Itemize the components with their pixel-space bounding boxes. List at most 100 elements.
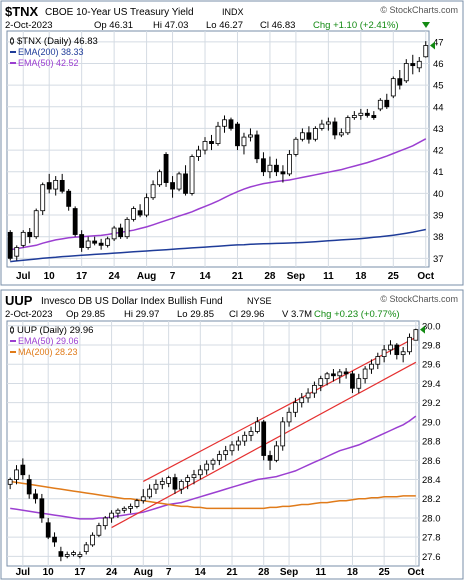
uup-candle bbox=[261, 419, 267, 461]
uup-candle-body bbox=[337, 371, 343, 377]
uup-y-tick-label: 30.0 bbox=[422, 321, 441, 332]
uup-y-tick-label: 28.0 bbox=[422, 513, 441, 524]
tnx-candle-body bbox=[144, 197, 149, 216]
tnx-y-tick-label: 41 bbox=[433, 167, 444, 178]
tnx-candle bbox=[390, 76, 396, 99]
tnx-candle-body bbox=[157, 171, 162, 186]
tnx-candle bbox=[202, 137, 208, 155]
tnx-ema200-line bbox=[10, 228, 426, 263]
tnx-up-arrow-icon bbox=[422, 22, 430, 28]
tnx-y-tick-label: 38 bbox=[433, 232, 444, 243]
uup-candle-body bbox=[45, 522, 51, 538]
uup-candle-body bbox=[267, 455, 273, 461]
uup-candle-body bbox=[172, 477, 178, 490]
uup-candle-body bbox=[381, 349, 387, 357]
uup-candle bbox=[185, 474, 191, 490]
tnx-x-tick-label: 25 bbox=[388, 271, 400, 282]
uup-x-tick-label: 21 bbox=[226, 567, 238, 578]
uup-candle bbox=[413, 328, 419, 341]
uup-high: Hi 29.97 bbox=[124, 309, 159, 320]
tnx-candle bbox=[325, 117, 331, 131]
uup-candle bbox=[58, 546, 64, 562]
uup-candle bbox=[39, 493, 45, 523]
tnx-candle-body bbox=[215, 125, 221, 144]
tnx-symbol: $TNX bbox=[5, 4, 39, 19]
uup-symbol: UUP bbox=[5, 293, 33, 308]
tnx-x-tick-label: 10 bbox=[44, 271, 56, 282]
uup-candle bbox=[102, 516, 108, 530]
tnx-candle bbox=[118, 223, 124, 239]
uup-x-tick-label: Aug bbox=[134, 567, 153, 578]
uup-candle-body bbox=[261, 421, 267, 456]
uup-candle-body bbox=[166, 477, 171, 484]
tnx-candle bbox=[345, 115, 351, 135]
tnx-candle bbox=[20, 230, 26, 248]
tnx-high: Hi 47.03 bbox=[153, 20, 188, 31]
tnx-candle bbox=[98, 238, 104, 250]
tnx-candle bbox=[254, 130, 260, 164]
tnx-y-tick-label: 39 bbox=[433, 211, 444, 222]
tnx-candle bbox=[306, 126, 312, 144]
tnx-candle bbox=[319, 119, 325, 131]
tnx-candle-body bbox=[59, 179, 65, 192]
tnx-candle bbox=[209, 134, 214, 151]
tnx-y-tick-label: 44 bbox=[433, 102, 444, 113]
uup-candle-body bbox=[223, 450, 229, 455]
uup-candle bbox=[210, 458, 216, 470]
uup-candle-body bbox=[102, 517, 108, 527]
uup-candle bbox=[109, 510, 114, 523]
uup-candle bbox=[394, 343, 400, 360]
uup-y-tick-label: 28.4 bbox=[422, 475, 441, 486]
tnx-x-tick-label: Sep bbox=[287, 271, 305, 282]
tnx-last-price-marker bbox=[430, 41, 435, 50]
uup-change: Chg +0.23 (+0.77%) bbox=[314, 309, 400, 320]
uup-candle-body bbox=[147, 488, 152, 498]
uup-candle bbox=[331, 369, 336, 382]
tnx-candle-body bbox=[189, 156, 195, 194]
uup-x-tick-label: 25 bbox=[379, 567, 391, 578]
tnx-candle bbox=[358, 108, 364, 120]
tnx-candle-body bbox=[299, 132, 305, 140]
uup-x-tick-label: 24 bbox=[106, 567, 118, 578]
uup-x-tick-label: 14 bbox=[195, 567, 207, 578]
uup-x-tick-label: Oct bbox=[407, 567, 424, 578]
uup-x-tick-label: Jul bbox=[16, 567, 31, 578]
uup-candle bbox=[312, 381, 317, 398]
uup-candle-body bbox=[312, 384, 317, 394]
tnx-candle-body bbox=[170, 182, 175, 190]
uup-candle bbox=[362, 366, 368, 384]
uup-y-tick-label: 29.0 bbox=[422, 417, 441, 428]
tnx-candle bbox=[157, 169, 162, 187]
uup-candle-body bbox=[318, 378, 324, 386]
tnx-x-tick-label: 17 bbox=[76, 271, 88, 282]
tnx-candle-body bbox=[131, 208, 137, 220]
uup-candle-body bbox=[242, 434, 248, 442]
tnx-candle-body bbox=[274, 164, 279, 173]
tnx-candle-body bbox=[235, 123, 240, 147]
tnx-candle bbox=[299, 128, 305, 142]
uup-legend-ma200: MA(200) 28.23 bbox=[18, 347, 78, 357]
uup-candle bbox=[343, 368, 349, 379]
uup-candle-body bbox=[20, 464, 26, 476]
tnx-x-tick-label: 18 bbox=[355, 271, 367, 282]
tnx-x-tick-label: 7 bbox=[170, 271, 176, 282]
uup-candle bbox=[128, 503, 133, 514]
tnx-candle-body bbox=[33, 210, 39, 238]
tnx-candle bbox=[59, 173, 65, 194]
uup-candle-body bbox=[96, 525, 102, 536]
tnx-candle bbox=[53, 176, 59, 196]
uup-candle bbox=[14, 465, 19, 485]
uup-candle-body bbox=[153, 483, 159, 490]
uup-candle bbox=[242, 431, 248, 446]
uup-x-tick-label: 10 bbox=[43, 567, 55, 578]
tnx-low: Lo 46.27 bbox=[206, 20, 243, 31]
uup-candle bbox=[166, 475, 171, 488]
tnx-candle-body bbox=[280, 171, 286, 175]
tnx-candle bbox=[33, 208, 39, 239]
tnx-candle bbox=[196, 145, 201, 161]
uup-y-tick-label: 28.2 bbox=[422, 494, 441, 505]
tnx-candle bbox=[351, 111, 357, 120]
tnx-candle bbox=[183, 165, 188, 196]
uup-candle bbox=[286, 407, 292, 427]
